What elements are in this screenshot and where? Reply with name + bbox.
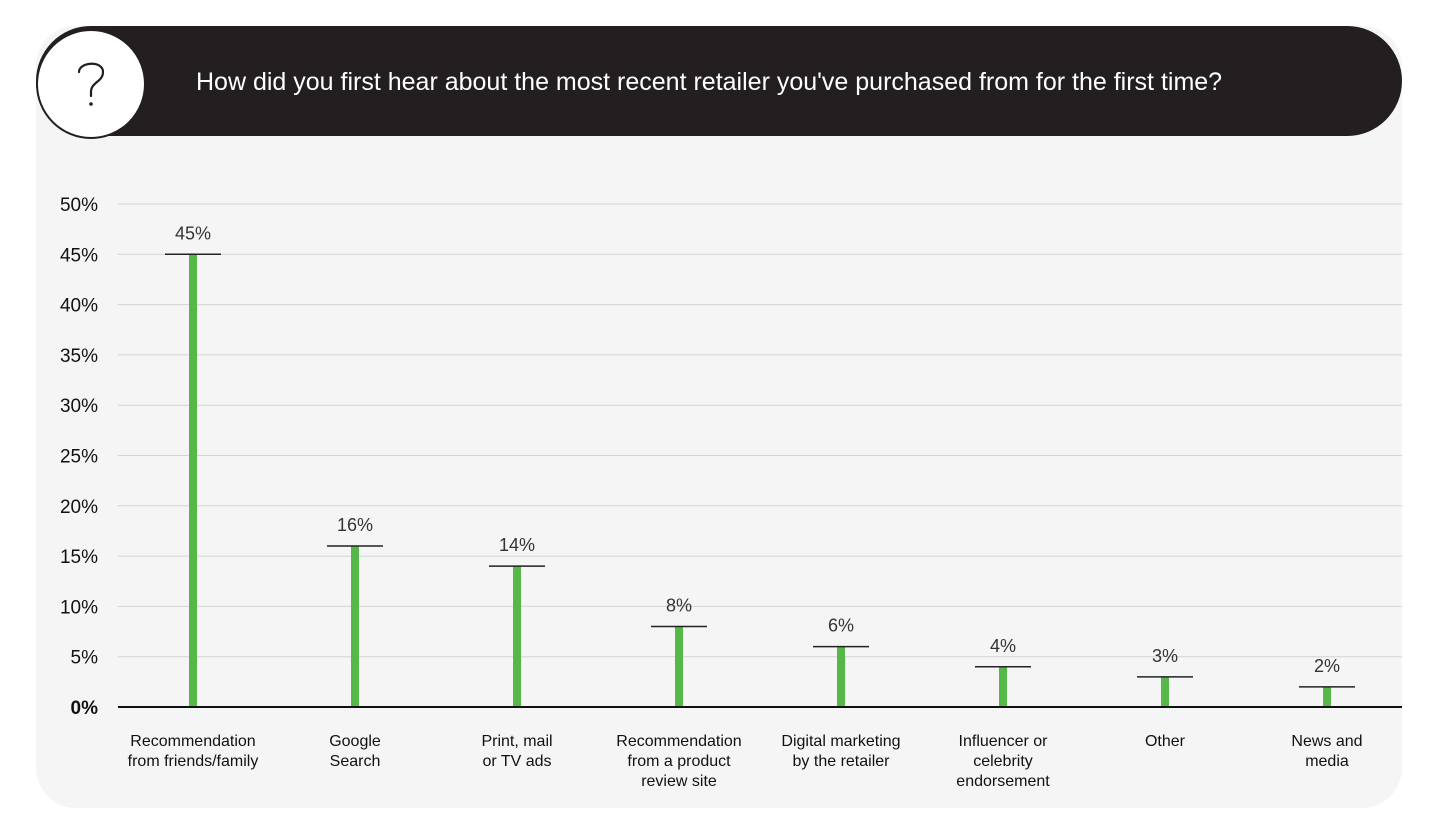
category-label-line: Google xyxy=(329,733,381,750)
data-label: 2% xyxy=(1314,656,1340,676)
category-label: News and media xyxy=(1291,733,1362,770)
category-label-line: Search xyxy=(330,753,381,770)
category-label-line: media xyxy=(1305,753,1349,770)
bar xyxy=(1161,676,1169,707)
category-label-line: Recommendation xyxy=(130,733,255,750)
category-label-line: Influencer or xyxy=(959,733,1049,750)
data-label: 45% xyxy=(175,223,211,243)
category-label-line: review site xyxy=(641,773,717,790)
category-label-line: Print, mail xyxy=(481,733,552,750)
category-label-line: News and xyxy=(1291,733,1362,750)
y-tick-label: 20% xyxy=(60,497,98,518)
y-tick-label: 30% xyxy=(60,396,98,417)
data-label: 6% xyxy=(828,616,854,636)
bar xyxy=(513,566,521,707)
category-label-line: Recommendation xyxy=(616,733,741,750)
y-tick-label: 15% xyxy=(60,547,98,568)
bar xyxy=(837,646,845,707)
data-label: 3% xyxy=(1152,646,1178,666)
category-label: Google Search xyxy=(329,733,381,770)
category-label: Recommendation from friends/family xyxy=(128,733,259,770)
category-label: Other xyxy=(1145,733,1186,750)
category-label-line: from friends/family xyxy=(128,753,259,770)
data-label: 14% xyxy=(499,535,535,555)
data-label: 8% xyxy=(666,596,692,616)
data-label: 16% xyxy=(337,515,373,535)
y-tick-label: 45% xyxy=(60,245,98,266)
y-tick-label: 40% xyxy=(60,296,98,317)
data-label: 4% xyxy=(990,636,1016,656)
bar xyxy=(675,626,683,707)
category-label: Print, mail or TV ads xyxy=(481,733,552,770)
category-label-line: by the retailer xyxy=(793,753,891,770)
category-label-line: Digital marketing xyxy=(781,733,900,750)
category-label: Digital marketing by the retailer xyxy=(781,733,900,770)
bar xyxy=(351,546,359,707)
category-label-line: or TV ads xyxy=(482,753,551,770)
y-tick-label: 5% xyxy=(71,648,99,669)
y-tick-label: 50% xyxy=(60,195,98,216)
bar xyxy=(999,666,1007,707)
question-mark-icon xyxy=(36,29,146,139)
category-label-line: endorsement xyxy=(956,773,1050,790)
y-tick-label: 0% xyxy=(71,698,99,719)
y-tick-label: 35% xyxy=(60,346,98,367)
bar xyxy=(189,254,197,708)
y-tick-label: 25% xyxy=(60,447,98,468)
category-label: Recommendation from a product review site xyxy=(616,733,741,790)
category-label-line: celebrity xyxy=(973,753,1033,770)
question-header xyxy=(36,26,1402,136)
question-mark-glyph xyxy=(77,62,105,106)
category-label-line: Other xyxy=(1145,733,1186,750)
bar xyxy=(1323,686,1331,707)
category-label: Influencer or celebrity endorsement xyxy=(956,733,1050,790)
chart-card xyxy=(36,26,1402,808)
y-tick-label: 10% xyxy=(60,597,98,618)
chart-title: How did you first hear about the most re… xyxy=(196,68,1223,96)
category-label-line: from a product xyxy=(627,753,731,770)
